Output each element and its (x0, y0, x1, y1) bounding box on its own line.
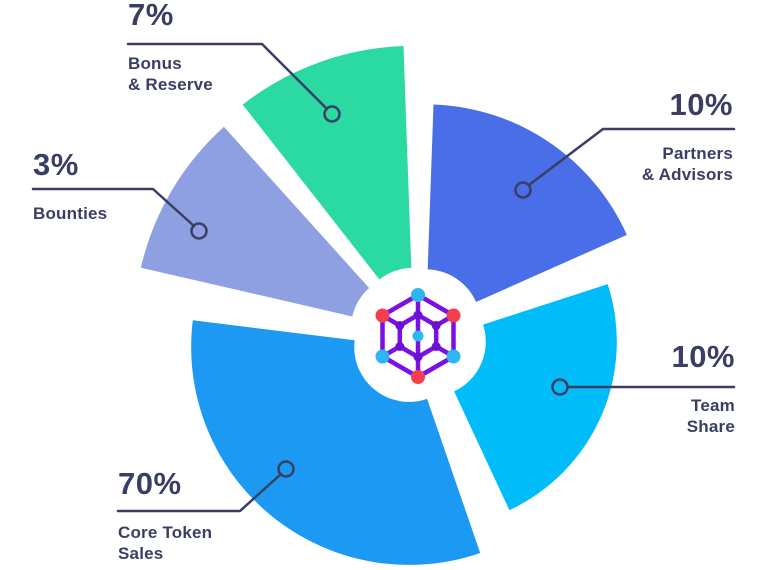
pie-segment-partners (427, 104, 627, 302)
leader-line-core (116, 472, 283, 513)
logo-outer-node (446, 308, 461, 323)
leader-marker-bonus (323, 105, 341, 123)
bounties-label-line1: Bounties (33, 204, 108, 223)
logo-outer-node (446, 349, 461, 364)
core-percent: 70% (118, 466, 182, 501)
logo-inner-node (431, 342, 441, 351)
logo-outer-node (411, 288, 425, 302)
leader-marker-team (551, 378, 569, 396)
logo-outer-node (375, 349, 390, 364)
bounties-label: Bounties (33, 203, 107, 224)
callout-bonus-reserve: 7% Bonus & Reserve (128, 0, 213, 95)
logo-inner-node (395, 321, 405, 330)
partners-percent: 10% (669, 87, 733, 122)
core-label: Core Token Sales (118, 522, 212, 564)
leader-line-partners (527, 127, 736, 187)
partners-label: Partners & Advisors (642, 143, 733, 185)
leader-line-bounties (31, 187, 196, 228)
team-label: Team Share (671, 395, 735, 437)
core-label-line1: Core Token (118, 523, 213, 542)
logo-inner-node (395, 342, 405, 351)
pie-segment-bounties (140, 126, 370, 317)
logo-center-node (412, 330, 424, 342)
leader-line-bonus (126, 42, 329, 111)
logo-outer-node (375, 308, 390, 323)
team-percent: 10% (671, 339, 735, 374)
team-label-line2: Share (686, 417, 735, 436)
logo-inner-node (431, 321, 441, 330)
bonus-label-line1: Bonus (128, 54, 182, 73)
callout-core-token-sales: 70% Core Token Sales (118, 464, 212, 564)
core-label-line2: Sales (118, 544, 164, 563)
team-label-line1: Team (691, 396, 735, 415)
logo-outer-node (411, 370, 425, 384)
callout-team-share: 10% Team Share (671, 337, 735, 437)
pie-segment-team (454, 284, 617, 511)
logo-inner-node (413, 352, 423, 362)
leader-marker-core (277, 460, 295, 478)
partners-label-line1: Partners (662, 144, 733, 163)
bonus-label: Bonus & Reserve (128, 53, 213, 95)
partners-label-line2: & Advisors (641, 165, 733, 184)
callout-bounties: 3% Bounties (33, 145, 107, 224)
callout-partners-advisors: 10% Partners & Advisors (642, 85, 733, 185)
leader-marker-partners (514, 181, 532, 199)
bounties-percent: 3% (33, 147, 79, 182)
logo-inner-node (413, 310, 423, 320)
bonus-label-line2: & Reserve (128, 75, 213, 94)
pie-segment-bonus (242, 46, 412, 280)
bonus-percent: 7% (128, 0, 174, 32)
leader-marker-bounties (190, 222, 208, 240)
pie-segment-core (191, 320, 481, 565)
